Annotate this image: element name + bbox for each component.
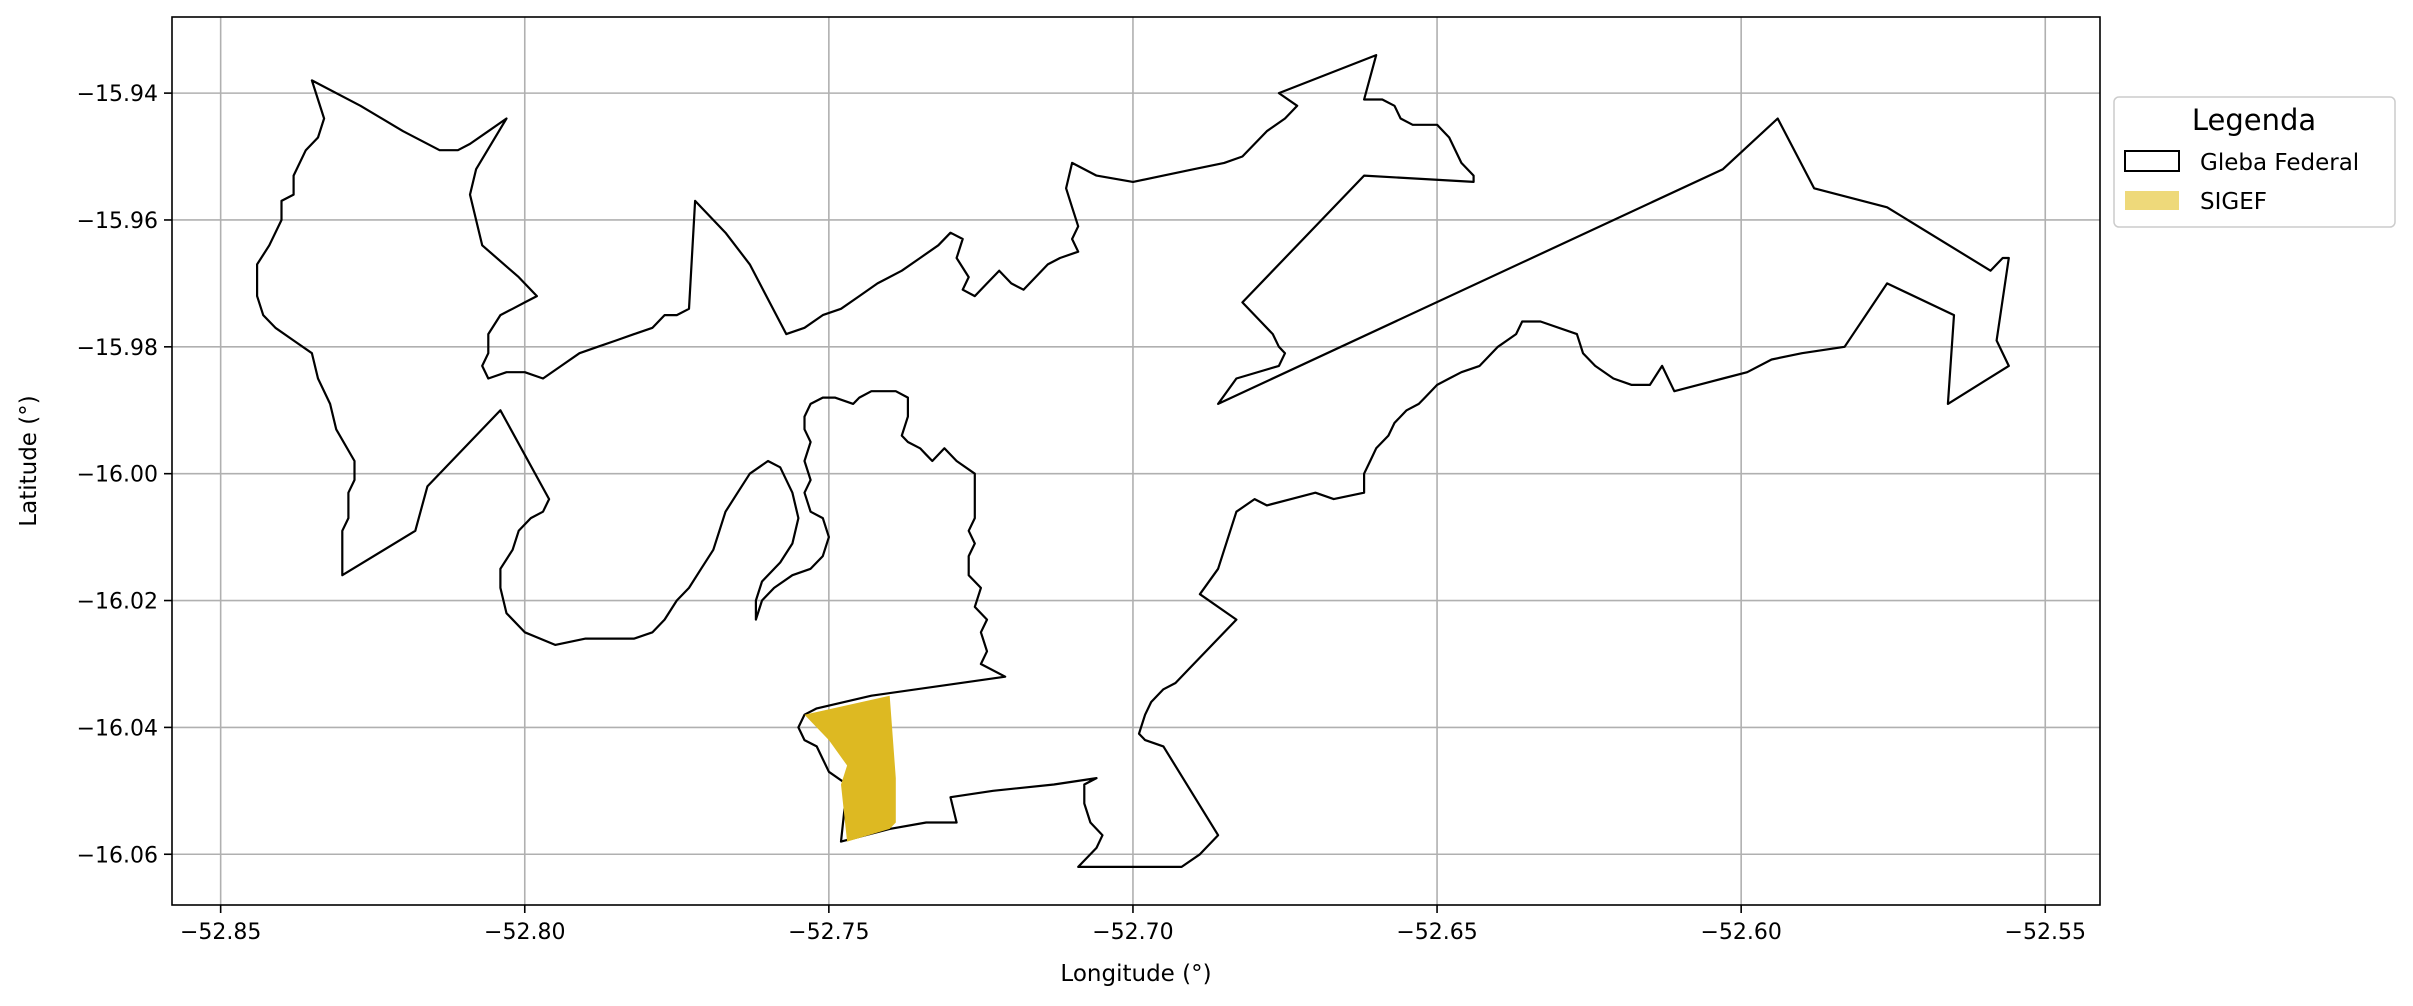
y-axis-label: Latitude (°)	[16, 395, 42, 526]
x-tick-label-2: −52.75	[788, 920, 869, 945]
x-tick-label-4: −52.65	[1396, 920, 1477, 945]
axis-ticks: −52.85 −52.80 −52.75 −52.70 −52.65 −52.60 −52.…	[77, 82, 2086, 945]
y-tick-label-4: −16.02	[77, 590, 158, 615]
y-tick-label-6: −16.06	[77, 843, 158, 868]
legend-label-gleba-federal: Gleba Federal	[2200, 150, 2359, 176]
y-tick-label-0: −15.94	[77, 82, 158, 107]
map-polygons	[256, 53, 2010, 869]
plot-frame	[171, 16, 2101, 906]
x-tick-label-5: −52.60	[1700, 920, 1781, 945]
legend-frame	[2113, 96, 2396, 228]
x-tick-label-1: −52.80	[484, 920, 565, 945]
legend-label-sigef: SIGEF	[2200, 189, 2267, 215]
y-tick-label-2: −15.98	[77, 336, 158, 361]
y-tick-label-3: −16.00	[77, 463, 158, 488]
x-axis-label: Longitude (°)	[1060, 961, 1211, 987]
polygon-gleba-federal	[256, 53, 2010, 869]
polygon-sigef	[804, 695, 896, 842]
x-tick-label-6: −52.55	[2005, 920, 2086, 945]
legend-title: Legenda	[2192, 103, 2316, 137]
grid-lines	[172, 17, 2100, 905]
legend-swatch-sigef	[2125, 191, 2179, 210]
y-tick-label-5: −16.04	[77, 716, 158, 741]
y-tick-label-1: −15.96	[77, 209, 158, 234]
legend: Legenda Gleba Federal SIGEF	[2113, 96, 2396, 228]
legend-swatch-gleba-federal	[2124, 150, 2180, 172]
plot-background	[172, 17, 2100, 905]
x-tick-label-0: −52.85	[180, 920, 261, 945]
x-tick-label-3: −52.70	[1092, 920, 1173, 945]
